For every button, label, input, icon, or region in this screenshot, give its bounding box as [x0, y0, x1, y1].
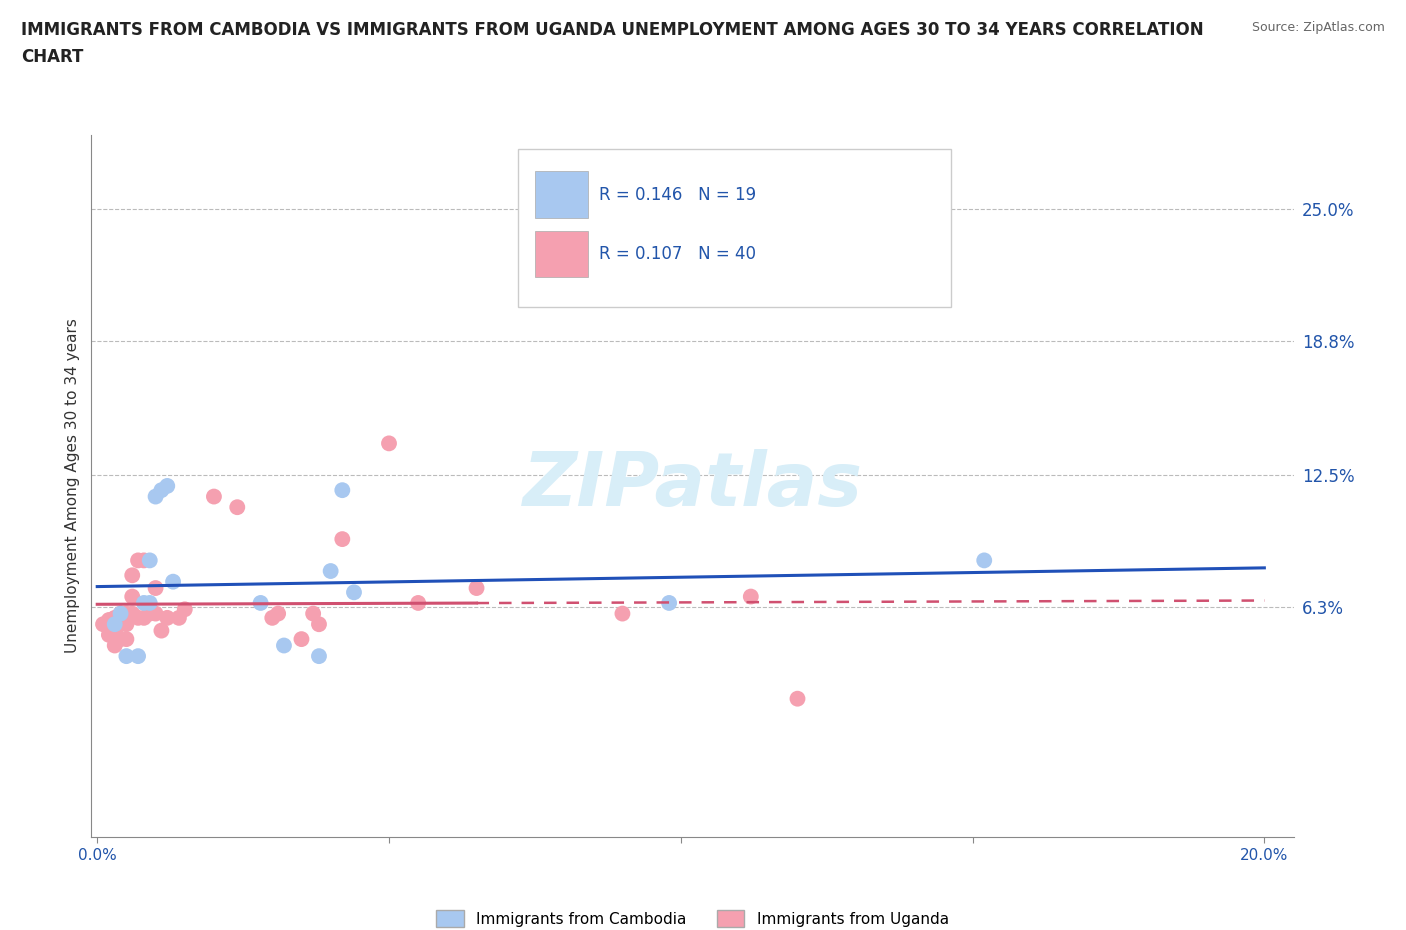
- Text: R = 0.107   N = 40: R = 0.107 N = 40: [599, 246, 755, 263]
- Point: [110, 606, 132, 621]
- Text: R = 0.146   N = 19: R = 0.146 N = 19: [599, 185, 756, 204]
- Text: Source: ZipAtlas.com: Source: ZipAtlas.com: [1251, 21, 1385, 34]
- Point: [104, 617, 127, 631]
- Point: [156, 610, 179, 625]
- Point: [173, 602, 195, 617]
- Point: [406, 595, 429, 610]
- Point: [150, 623, 173, 638]
- Point: [110, 606, 132, 621]
- Text: IMMIGRANTS FROM CAMBODIA VS IMMIGRANTS FROM UGANDA UNEMPLOYMENT AMONG AGES 30 TO: IMMIGRANTS FROM CAMBODIA VS IMMIGRANTS F…: [21, 21, 1204, 66]
- Point: [127, 649, 149, 664]
- Point: [104, 610, 127, 625]
- Point: [132, 553, 155, 568]
- Point: [97, 628, 120, 643]
- Point: [110, 617, 132, 631]
- Point: [612, 606, 634, 621]
- Point: [740, 589, 762, 604]
- FancyBboxPatch shape: [534, 171, 588, 218]
- Point: [302, 606, 325, 621]
- Point: [262, 610, 284, 625]
- Point: [290, 631, 312, 646]
- Point: [156, 478, 179, 493]
- Point: [132, 610, 155, 625]
- Point: [330, 483, 353, 498]
- Point: [167, 610, 190, 625]
- Point: [308, 649, 330, 664]
- Point: [145, 580, 167, 595]
- Point: [658, 595, 681, 610]
- Point: [308, 617, 330, 631]
- Point: [145, 606, 167, 621]
- Point: [378, 436, 401, 451]
- Point: [343, 585, 366, 600]
- Y-axis label: Unemployment Among Ages 30 to 34 years: Unemployment Among Ages 30 to 34 years: [65, 318, 80, 654]
- Point: [115, 606, 138, 621]
- Point: [139, 606, 162, 621]
- Point: [786, 691, 808, 706]
- Point: [115, 631, 138, 646]
- Point: [319, 564, 342, 578]
- Point: [145, 489, 167, 504]
- Text: ZIPatlas: ZIPatlas: [523, 449, 862, 523]
- Point: [973, 553, 995, 568]
- Point: [104, 623, 127, 638]
- Point: [97, 613, 120, 628]
- Point: [127, 610, 149, 625]
- Point: [115, 649, 138, 664]
- Point: [249, 595, 271, 610]
- Point: [121, 568, 143, 583]
- Point: [139, 553, 162, 568]
- Point: [202, 489, 225, 504]
- Point: [110, 631, 132, 646]
- Point: [465, 580, 488, 595]
- Point: [267, 606, 290, 621]
- Point: [132, 595, 155, 610]
- FancyBboxPatch shape: [519, 149, 950, 307]
- Point: [104, 638, 127, 653]
- Point: [139, 595, 162, 610]
- Point: [127, 553, 149, 568]
- Point: [162, 574, 184, 589]
- Legend: Immigrants from Cambodia, Immigrants from Uganda: Immigrants from Cambodia, Immigrants fro…: [430, 904, 955, 930]
- Point: [273, 638, 295, 653]
- Point: [226, 499, 249, 514]
- FancyBboxPatch shape: [534, 231, 588, 277]
- Point: [121, 606, 143, 621]
- Point: [150, 483, 173, 498]
- Point: [115, 617, 138, 631]
- Point: [91, 617, 114, 631]
- Point: [330, 532, 353, 547]
- Point: [121, 589, 143, 604]
